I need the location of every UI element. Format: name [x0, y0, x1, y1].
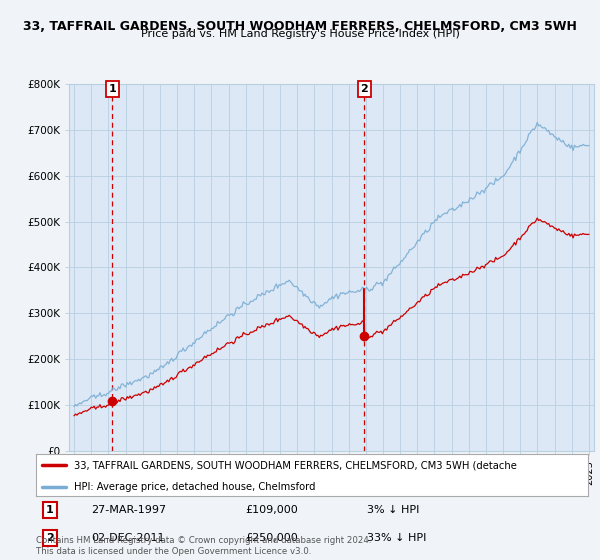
Text: £109,000: £109,000 [246, 505, 299, 515]
Text: 27-MAR-1997: 27-MAR-1997 [91, 505, 166, 515]
Text: 2: 2 [46, 533, 53, 543]
Text: 33, TAFFRAIL GARDENS, SOUTH WOODHAM FERRERS, CHELMSFORD, CM3 5WH: 33, TAFFRAIL GARDENS, SOUTH WOODHAM FERR… [23, 20, 577, 32]
Text: 02-DEC-2011: 02-DEC-2011 [91, 533, 164, 543]
Text: 1: 1 [46, 505, 53, 515]
Text: 33% ↓ HPI: 33% ↓ HPI [367, 533, 427, 543]
Text: 33, TAFFRAIL GARDENS, SOUTH WOODHAM FERRERS, CHELMSFORD, CM3 5WH (detache: 33, TAFFRAIL GARDENS, SOUTH WOODHAM FERR… [74, 460, 517, 470]
Text: 2: 2 [361, 84, 368, 94]
Text: HPI: Average price, detached house, Chelmsford: HPI: Average price, detached house, Chel… [74, 482, 315, 492]
Text: Price paid vs. HM Land Registry's House Price Index (HPI): Price paid vs. HM Land Registry's House … [140, 29, 460, 39]
Text: 1: 1 [109, 84, 116, 94]
Text: 3% ↓ HPI: 3% ↓ HPI [367, 505, 419, 515]
Text: Contains HM Land Registry data © Crown copyright and database right 2024.
This d: Contains HM Land Registry data © Crown c… [36, 536, 371, 556]
Text: £250,000: £250,000 [246, 533, 299, 543]
